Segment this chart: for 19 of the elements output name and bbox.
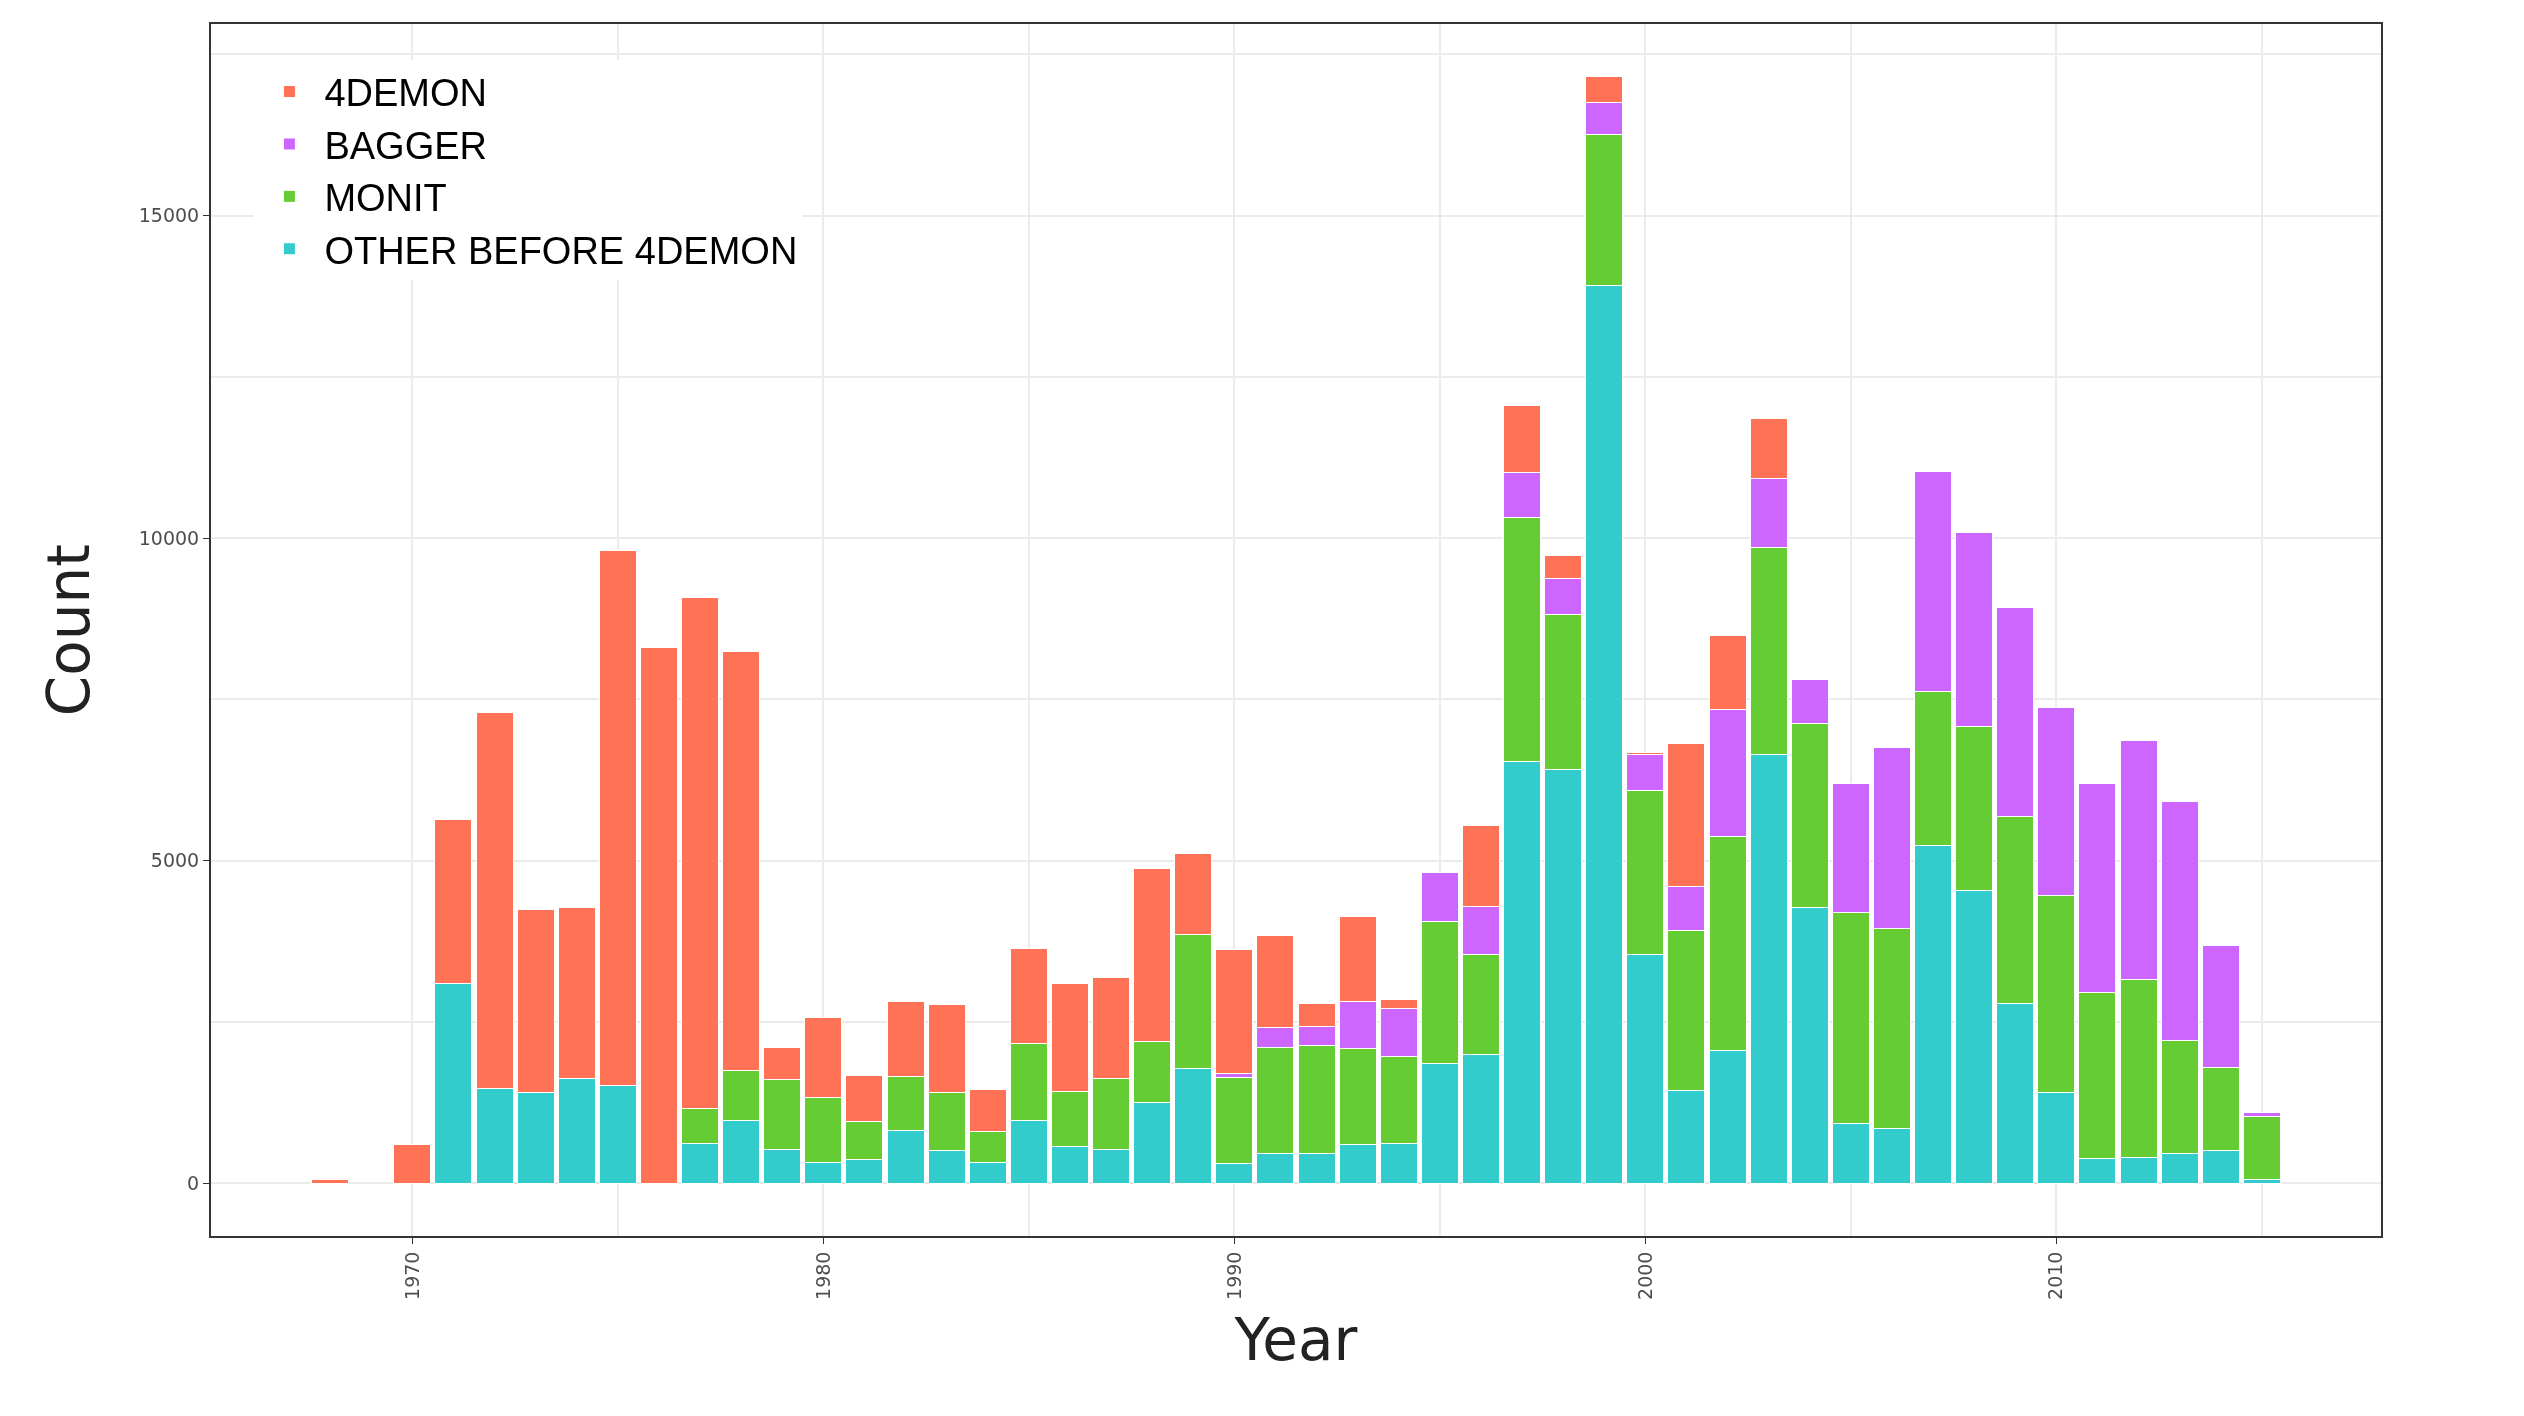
bar bbox=[311, 1179, 350, 1184]
x-tick-label: 1990 bbox=[1222, 1251, 1245, 1300]
x-axis-title: Year bbox=[1233, 1305, 1358, 1374]
legend-label: 4DEMON bbox=[324, 72, 487, 115]
x-tick-label: 2000 bbox=[1633, 1251, 1656, 1300]
y-tick-label: 10000 bbox=[138, 526, 200, 549]
y-tick-label: 5000 bbox=[150, 849, 200, 872]
bar bbox=[393, 1143, 432, 1184]
x-tick-label: 2010 bbox=[2044, 1251, 2067, 1300]
legend-label: BAGGER bbox=[324, 124, 488, 167]
x-tick-label: 1980 bbox=[811, 1251, 834, 1300]
legend-label: OTHER BEFORE 4DEMON bbox=[324, 229, 798, 272]
y-tick-label: 0 bbox=[187, 1171, 200, 1194]
y-axis-title: Count bbox=[35, 543, 104, 717]
x-tick-label: 1970 bbox=[400, 1251, 423, 1300]
bar bbox=[639, 646, 678, 1184]
legend-label: MONIT bbox=[324, 177, 447, 220]
y-tick-label: 15000 bbox=[138, 204, 200, 227]
bar bbox=[2242, 1116, 2281, 1180]
